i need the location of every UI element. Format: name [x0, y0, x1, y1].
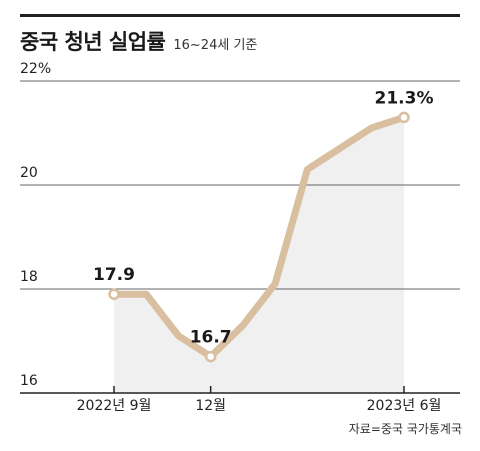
data-point-marker — [398, 111, 410, 124]
data-label: 21.3% — [375, 88, 434, 108]
data-label: 16.7 — [190, 328, 232, 348]
data-line — [110, 113, 408, 361]
y-tick-label: 18 — [20, 269, 38, 285]
data-point-marker — [108, 288, 120, 300]
y-tick-label: 16 — [20, 373, 38, 389]
data-point-marker — [204, 350, 217, 363]
area-fill — [114, 117, 404, 394]
chart-title: 중국 청년 실업률 — [20, 30, 166, 54]
data-label: 17.9 — [93, 265, 135, 285]
x-tick-label: 2023년 6월 — [367, 398, 442, 414]
top-rule — [20, 14, 460, 17]
y-tick-label: 20 — [20, 165, 38, 181]
chart-subtitle: 16~24세 기준 — [173, 38, 258, 53]
source-note: 자료=중국 국가통계국 — [348, 422, 462, 436]
x-tick-label: 2022년 9월 — [77, 398, 152, 414]
y-tick-label: 22% — [20, 61, 51, 77]
x-tick-label: 12월 — [195, 398, 226, 414]
header: 중국 청년 실업률 16~24세 기준 — [20, 26, 257, 56]
